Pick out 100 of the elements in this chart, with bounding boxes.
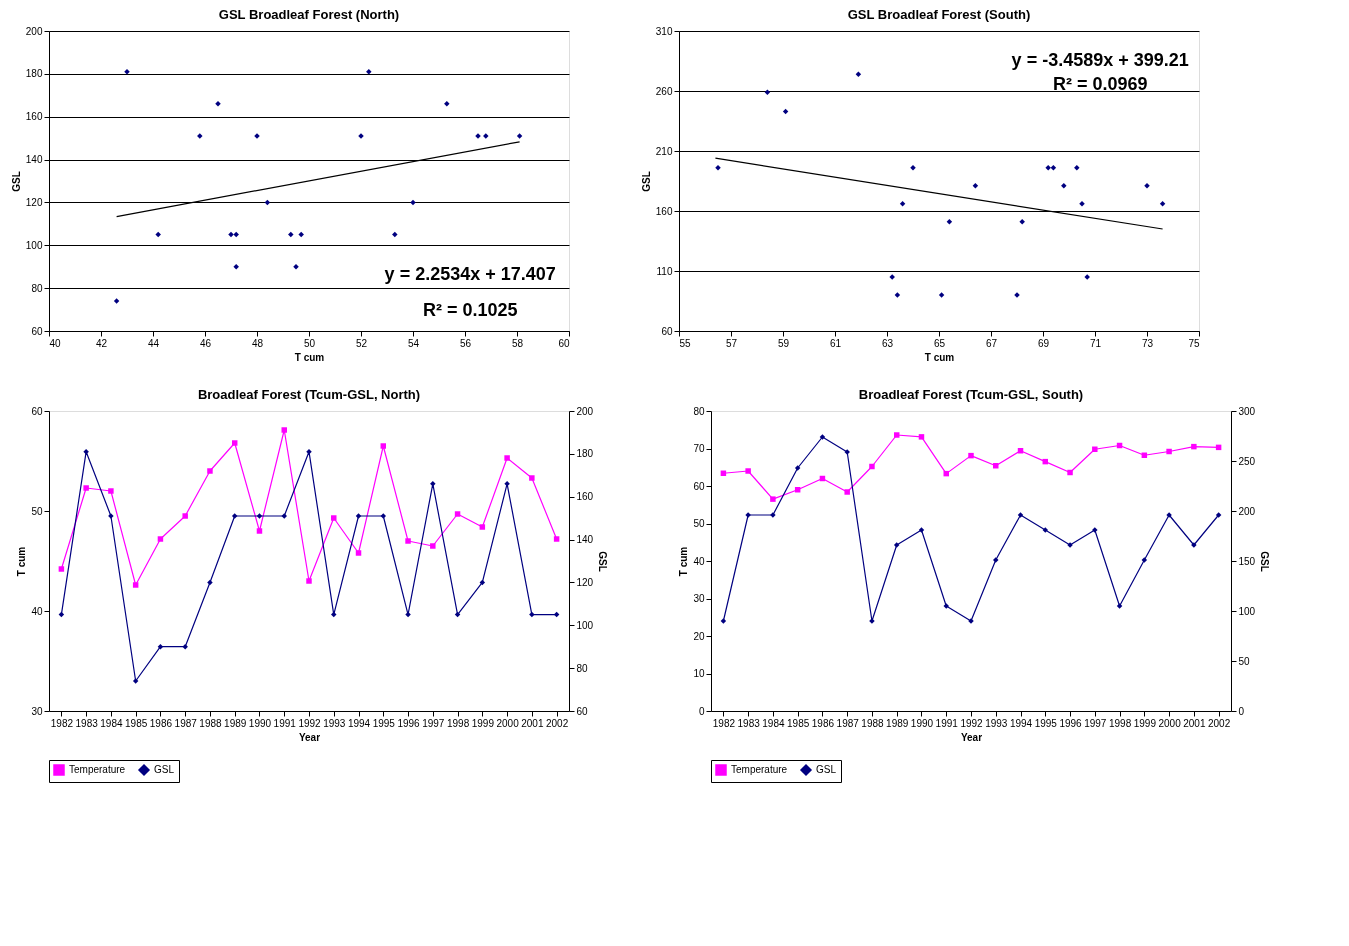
point	[899, 201, 906, 207]
y2-axis-title: GSL	[1259, 551, 1271, 572]
point	[228, 231, 234, 238]
y-tick-label: 10	[693, 668, 705, 679]
x-tick-label: 1996	[1059, 717, 1083, 729]
point	[405, 538, 411, 544]
x-tick-label: 1982	[712, 717, 736, 729]
point	[1019, 219, 1025, 225]
point	[720, 618, 727, 624]
point	[233, 231, 239, 238]
point	[553, 536, 560, 542]
x-axis-title: Year	[960, 731, 983, 743]
y-tick-label: 260	[655, 85, 673, 97]
x-tick-label: 1994	[347, 717, 371, 729]
x-tick-label: 1984	[100, 717, 123, 729]
y-tick-label: 40	[693, 555, 705, 567]
y-tick-label: 200	[25, 25, 43, 37]
y-tick-label: 110	[656, 265, 673, 277]
y2-axis-title: GSL	[597, 551, 609, 572]
point	[83, 448, 89, 455]
x-tick-label: 1985	[125, 717, 148, 729]
point	[819, 434, 826, 440]
x-tick-label: 2002	[545, 717, 569, 729]
x-tick-label: 56	[459, 337, 472, 349]
point	[132, 678, 139, 684]
y-tick-label: 60	[661, 325, 673, 337]
x-tick-label: 67	[985, 337, 998, 349]
x-tick-label: 2001	[1183, 717, 1206, 729]
y-tick-label: 60	[31, 325, 43, 337]
point	[58, 566, 65, 572]
point	[1116, 603, 1123, 609]
point	[893, 542, 900, 548]
x-tick-label: 2000	[496, 717, 520, 729]
point	[288, 231, 294, 238]
x-tick-label: 1984	[762, 717, 785, 729]
x-tick-label: 40	[49, 337, 62, 349]
y-tick-label: 160	[655, 205, 673, 217]
x-tick-label: 2000	[1158, 717, 1182, 729]
point	[972, 183, 979, 189]
x-tick-label: 1993	[985, 717, 1008, 729]
x-tick-label: 1987	[836, 717, 860, 729]
y2-tick-label: 100	[576, 619, 594, 631]
annotation: R² = 0.0969	[1052, 74, 1148, 94]
y-tick-label: 0	[698, 705, 705, 717]
chart-title: Broadleaf Forest (Tcum-GSL, North)	[197, 387, 421, 402]
y-axis-title: GSL	[640, 171, 652, 192]
annotation: R² = 0.1025	[422, 300, 518, 320]
point	[745, 468, 751, 474]
point	[182, 643, 188, 650]
y-tick-label: 70	[693, 443, 705, 454]
legend-label: GSL	[154, 764, 175, 775]
x-tick-label: 1998	[1108, 717, 1132, 729]
x-axis-title: T cum	[924, 351, 955, 363]
y-axis-title: GSL	[10, 171, 22, 192]
x-tick-label: 54	[407, 337, 420, 349]
x-tick-label: 57	[725, 337, 738, 349]
y-tick-label: 50	[31, 505, 43, 517]
y2-tick-label: 80	[576, 662, 589, 674]
x-tick-label: 50	[303, 337, 316, 349]
point	[1159, 201, 1166, 207]
point	[479, 524, 486, 530]
y-axis-title: T cum	[678, 546, 690, 577]
point	[504, 455, 510, 461]
y-tick-label: 80	[31, 282, 43, 294]
x-tick-label: 59	[777, 337, 790, 349]
point	[1141, 557, 1148, 563]
y-tick-label: 80	[693, 405, 705, 417]
point	[331, 611, 337, 618]
point	[529, 611, 535, 618]
point	[444, 101, 450, 107]
point	[355, 550, 362, 556]
x-tick-label: 1990	[910, 717, 934, 729]
point	[124, 68, 130, 75]
point	[331, 515, 337, 521]
x-tick-label: 42	[95, 337, 108, 349]
point	[1067, 469, 1073, 476]
point	[113, 298, 120, 304]
point	[764, 89, 771, 95]
point	[157, 643, 164, 650]
point	[529, 475, 535, 481]
x-tick-label: 1991	[273, 717, 297, 729]
x-tick-label: 1989	[224, 717, 247, 729]
legend-label: GSL	[816, 764, 837, 775]
chart-title: GSL Broadleaf Forest (North)	[218, 7, 400, 22]
point	[869, 463, 875, 470]
y2-tick-label: 0	[1238, 705, 1245, 717]
y2-tick-label: 50	[1238, 655, 1251, 667]
chart-title: GSL Broadleaf Forest (South)	[847, 7, 1031, 22]
point	[182, 513, 188, 519]
x-tick-label: 1988	[199, 717, 223, 729]
x-tick-label: 73	[1141, 337, 1154, 349]
x-tick-label: 1999	[471, 717, 495, 729]
x-tick-label: 1985	[787, 717, 810, 729]
point	[1215, 512, 1222, 518]
point	[380, 513, 387, 519]
x-tick-label: 2001	[521, 717, 544, 729]
y2-tick-label: 60	[576, 705, 589, 717]
point	[108, 488, 114, 494]
x-tick-label: 1997	[1084, 717, 1107, 729]
y-tick-label: 160	[25, 111, 43, 123]
